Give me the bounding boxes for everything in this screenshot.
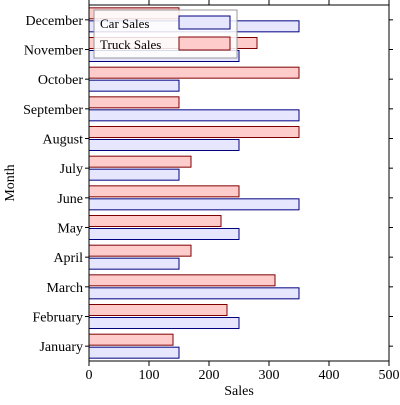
y-tick-label: December xyxy=(25,14,83,29)
bar-truck-august xyxy=(88,126,300,138)
bar-car-september xyxy=(88,109,300,122)
y-tick-label: April xyxy=(53,251,83,266)
plot-frame xyxy=(88,4,390,362)
y-tick-label: November xyxy=(24,44,83,59)
bar-car-july xyxy=(88,168,180,181)
bars-layer xyxy=(88,7,300,359)
bar-car-february xyxy=(88,317,240,329)
y-tick-label: August xyxy=(43,133,84,148)
y-tick-label: July xyxy=(60,162,83,177)
bar-car-august xyxy=(88,139,240,151)
bar-car-may xyxy=(88,228,240,240)
y-tick-label: February xyxy=(32,311,83,326)
x-tick-label: 400 xyxy=(319,368,340,383)
legend-swatch-car xyxy=(178,15,231,30)
bar-car-january xyxy=(88,346,180,359)
legend-label-truck: Truck Sales xyxy=(100,37,161,52)
bar-truck-july xyxy=(88,155,192,168)
ticks-layer: January February March April May June July Augu… xyxy=(23,0,400,383)
y-tick-label: March xyxy=(46,281,83,296)
bar-truck-june xyxy=(88,185,240,198)
legend: Car Sales Truck Sales xyxy=(93,9,238,59)
bar-car-october xyxy=(88,79,180,92)
x-tick-label: 200 xyxy=(199,368,220,383)
bar-car-april xyxy=(88,257,180,270)
bar-truck-may xyxy=(88,215,222,227)
y-tick-label: May xyxy=(57,222,83,237)
bar-truck-january xyxy=(88,333,174,346)
x-tick-label: 0 xyxy=(86,368,93,383)
y-tick-label: October xyxy=(38,73,83,88)
y-tick-label: June xyxy=(57,192,83,207)
y-tick-label: September xyxy=(23,103,83,118)
bar-truck-september xyxy=(88,96,180,109)
bar-truck-april xyxy=(88,244,192,257)
y-tick-label: January xyxy=(39,340,83,355)
y-axis-label: Month xyxy=(3,164,18,201)
bar-truck-march xyxy=(88,274,276,287)
legend-label-car: Car Sales xyxy=(100,16,149,31)
legend-swatch-truck xyxy=(178,36,231,51)
bar-truck-february xyxy=(88,304,228,316)
x-axis-label: Sales xyxy=(224,384,254,399)
bar-car-june xyxy=(88,198,300,211)
x-tick-label: 500 xyxy=(379,368,400,383)
bar-truck-october xyxy=(88,66,300,79)
bar-car-march xyxy=(88,287,300,300)
x-tick-label: 300 xyxy=(259,368,280,383)
x-tick-label: 100 xyxy=(139,368,160,383)
